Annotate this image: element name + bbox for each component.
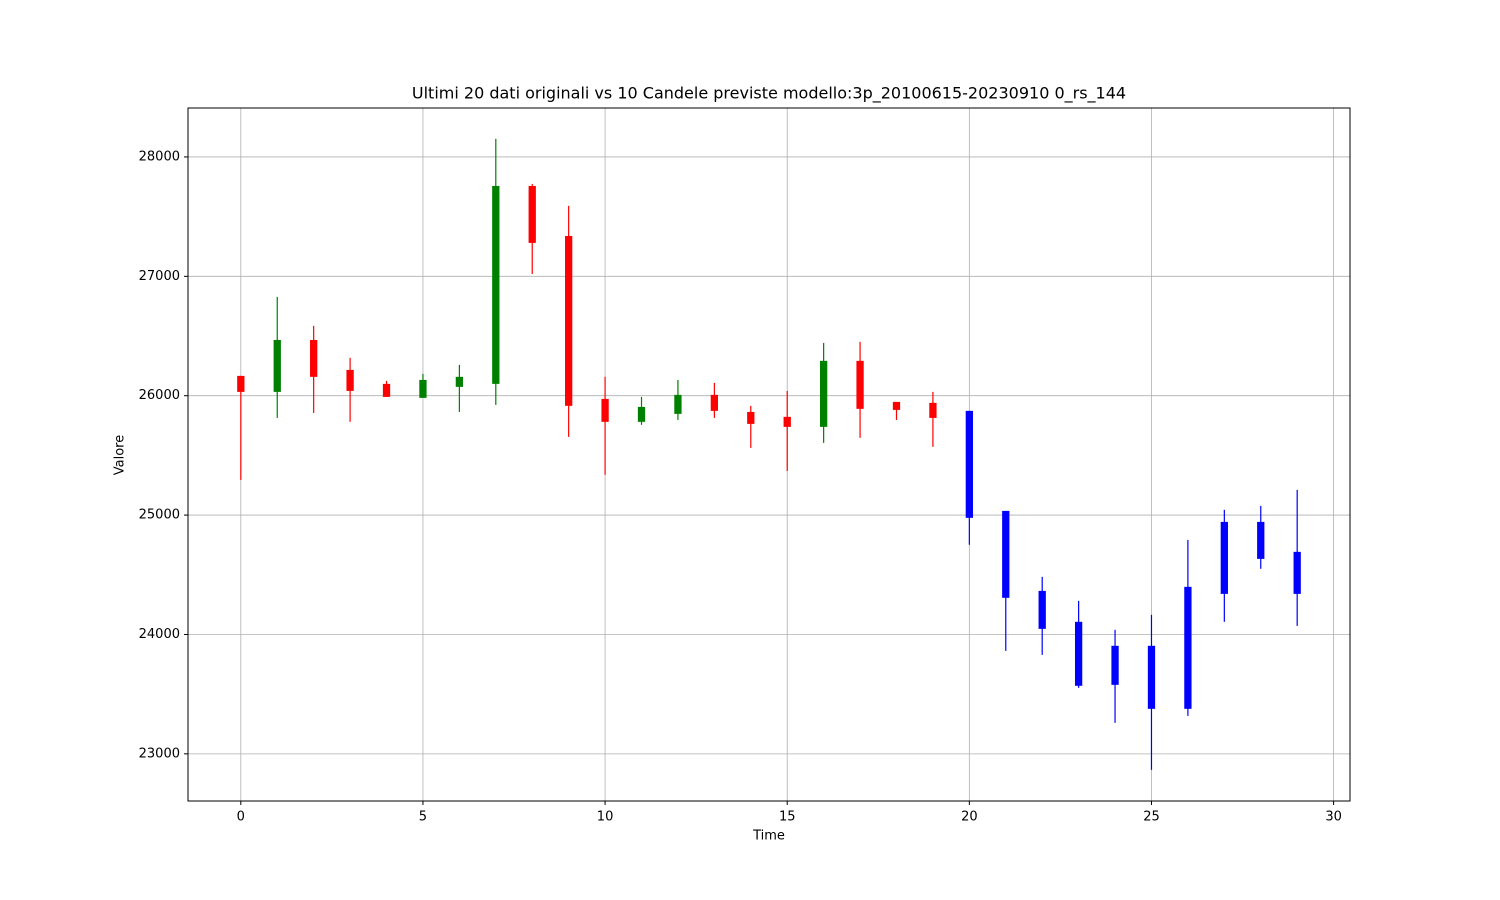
candle-body (382, 383, 391, 397)
candle-body (492, 185, 500, 384)
x-tick-label: 15 (779, 810, 796, 825)
y-tick-label: 27000 (139, 269, 180, 284)
x-tick-label: 0 (237, 810, 245, 825)
y-tick-label: 26000 (139, 388, 180, 403)
candle-body (601, 398, 609, 422)
candle-body (1220, 521, 1228, 594)
candle-body (783, 416, 791, 427)
y-axis-label: Valore (113, 435, 128, 475)
candle-body (565, 235, 573, 406)
candle-body (637, 406, 646, 422)
x-axis-label: Time (752, 829, 785, 844)
candle-body (747, 411, 755, 424)
x-tick-label: 25 (1143, 810, 1160, 825)
candle-body (1147, 645, 1156, 709)
candle-body (455, 376, 464, 387)
candle-body (1111, 645, 1119, 685)
candle-body (310, 339, 318, 377)
candle-body (419, 379, 427, 398)
x-tick-label: 20 (961, 810, 978, 825)
y-tick-label: 23000 (139, 746, 180, 761)
candle-body (1293, 551, 1301, 594)
candle-body (1038, 590, 1046, 629)
chart-title: Ultimi 20 dati originali vs 10 Candele p… (412, 84, 1126, 104)
candle-body (1074, 621, 1083, 686)
candle-body (674, 394, 682, 414)
candle-body (892, 401, 901, 410)
candle-body (1184, 586, 1192, 709)
y-tick-label: 25000 (139, 508, 180, 523)
candle-body (710, 394, 719, 411)
candle-body (237, 375, 245, 392)
candle-body (273, 339, 281, 392)
candle-body (929, 402, 937, 418)
x-tick-label: 30 (1325, 810, 1342, 825)
x-tick-label: 5 (419, 810, 427, 825)
candle-body (528, 185, 536, 243)
candle-body (1002, 510, 1010, 598)
candle-body (856, 360, 864, 409)
candle-body (346, 369, 354, 391)
candle-body (819, 360, 828, 427)
y-tick-label: 24000 (139, 627, 180, 642)
candle-body (965, 410, 973, 518)
y-tick-label: 28000 (139, 149, 180, 164)
candle-body (1257, 521, 1265, 559)
x-tick-label: 10 (597, 810, 614, 825)
plot-frame (187, 107, 1351, 802)
